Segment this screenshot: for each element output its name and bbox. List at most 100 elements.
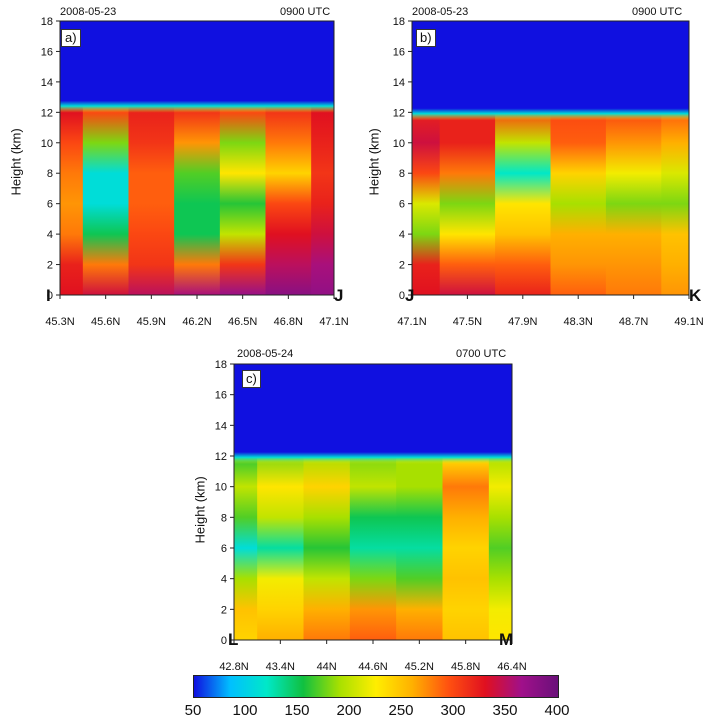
profile-column-c-3: [349, 456, 398, 640]
profile-column-b-3: [550, 112, 607, 295]
profile-column-a-3: [174, 104, 221, 295]
xtick-label-a: 45.9N: [137, 316, 166, 328]
profile-column-b-0: [412, 112, 441, 295]
panel-b: 0 2 4 6 8 10 12 14 16 18 47.1N 47.5N 47.9N 48.3N 48.7N…: [352, 0, 706, 330]
ytick-label-c: 2: [221, 604, 227, 616]
heatmap-plot-a: 0 2 4 6 8 10 12 14 16 18 45.3N 45.6N 45.9N 46.2N 46.5N…: [41, 16, 349, 328]
colorbar-tick-label: 400: [544, 702, 570, 719]
panel-a-ylabel: Height (km): [8, 128, 24, 196]
ytick-label-a: 0: [47, 290, 53, 302]
xtick-label-b: 49.1N: [674, 316, 703, 328]
profile-column-c-2: [303, 456, 351, 640]
xtick-label-a: 46.2N: [182, 316, 211, 328]
panel-a: 0 2 4 6 8 10 12 14 16 18 45.3N 45.6N 45.9N 46.2N 46.5N…: [0, 0, 350, 330]
ytick-label-c: 14: [215, 420, 227, 432]
panel-c-ylabel: Height (km): [192, 476, 208, 544]
ytick-label-b: 14: [393, 77, 405, 89]
xtick-label-a: 46.8N: [274, 316, 303, 328]
ytick-label-c: 10: [215, 482, 227, 494]
profile-column-c-0: [234, 456, 259, 640]
ytick-label-c: 8: [221, 512, 227, 524]
colorbar-tick-label: 200: [336, 702, 362, 719]
ytick-label-a: 2: [47, 260, 53, 272]
ytick-label-a: 8: [47, 168, 53, 180]
ytick-label-a: 6: [47, 199, 53, 211]
colorbar-tick-label: 150: [284, 702, 310, 719]
panel-b-start-label: J: [405, 286, 415, 305]
xtick-label-a: 45.3N: [45, 316, 74, 328]
xtick-label-c: 43.4N: [266, 661, 295, 673]
profile-column-c-5: [442, 456, 490, 640]
ytick-label-c: 6: [221, 543, 227, 555]
ytick-label-b: 16: [393, 46, 405, 58]
xtick-label-a: 47.1N: [319, 316, 348, 328]
ytick-label-b: 10: [393, 138, 405, 150]
colorbar-tick-label: 50: [184, 702, 202, 719]
panel-c-end-label: M: [499, 630, 514, 649]
panel-a-end-label: J: [334, 286, 344, 305]
panel-b-time: 0900 UTC: [632, 6, 683, 18]
xtick-label-c: 44.6N: [358, 661, 387, 673]
ytick-label-b: 4: [399, 229, 405, 241]
ytick-label-c: 16: [215, 390, 227, 402]
colorbar-tick-label: 100: [232, 702, 258, 719]
panel-c-start-label: L: [228, 630, 239, 649]
tropopause-band-c: [234, 452, 512, 464]
heatmap-plot-c: 0 2 4 6 8 10 12 14 16 18 42.8N 43.4N 44N 44.6N 45.2N 45…: [215, 359, 527, 673]
xtick-label-b: 48.3N: [564, 316, 593, 328]
ytick-label-a: 10: [41, 138, 53, 150]
xtick-label-c: 46.4N: [497, 661, 526, 673]
ytick-label-b: 0: [399, 290, 405, 302]
xtick-label-b: 48.7N: [619, 316, 648, 328]
panel-c-date: 2008-05-24: [237, 348, 294, 360]
ytick-label-a: 4: [47, 229, 53, 241]
colorbar-tick-label: 300: [440, 702, 466, 719]
xtick-label-b: 47.9N: [508, 316, 537, 328]
ytick-label-c: 12: [215, 451, 227, 463]
colorbar: [193, 675, 559, 698]
profile-column-c-1: [257, 456, 305, 640]
ytick-label-a: 18: [41, 16, 53, 28]
ytick-label-b: 8: [399, 168, 405, 180]
xtick-label-a: 46.5N: [228, 316, 257, 328]
tropopause-band-a: [60, 100, 334, 113]
ytick-label-a: 14: [41, 77, 53, 89]
panel-b-date: 2008-05-23: [412, 6, 469, 18]
profile-column-a-6: [311, 104, 334, 295]
panel-a-time: 0900 UTC: [280, 6, 331, 18]
ytick-label-a: 12: [41, 107, 53, 119]
panel-b-end-label: K: [689, 286, 702, 305]
tropopause-band-b: [412, 108, 689, 121]
panel-c-time: 0700 UTC: [456, 348, 507, 360]
ytick-label-b: 18: [393, 16, 405, 28]
panel-c: 0 2 4 6 8 10 12 14 16 18 42.8N 43.4N 44N 44.6N 45.2N 45…: [182, 342, 528, 673]
xtick-label-b: 47.1N: [397, 316, 426, 328]
panel-c-tag: c): [242, 370, 261, 388]
panel-a-start-label: I: [46, 286, 51, 305]
ytick-label-c: 18: [215, 359, 227, 371]
profile-column-b-4: [605, 112, 663, 295]
profile-column-a-0: [60, 104, 84, 295]
profile-column-b-2: [495, 112, 552, 295]
plot-frame-b: [411, 20, 690, 296]
profile-column-a-2: [128, 104, 176, 295]
xtick-label-c: 42.8N: [219, 661, 248, 673]
profile-column-b-1: [439, 112, 497, 295]
profile-column-c-6: [488, 456, 512, 640]
ytick-label-b: 2: [399, 260, 405, 272]
xtick-label-c: 44N: [317, 661, 337, 673]
panel-b-ylabel: Height (km): [366, 128, 382, 196]
profile-column-b-5: [661, 112, 689, 295]
profile-column-a-4: [219, 104, 267, 295]
ytick-label-a: 16: [41, 46, 53, 58]
profile-column-a-5: [265, 104, 313, 295]
colorbar-tick-label: 350: [492, 702, 518, 719]
panel-b-tag: b): [416, 29, 436, 47]
ytick-label-c: 0: [221, 635, 227, 647]
colorbar-tick-label: 250: [388, 702, 414, 719]
heatmap-plot-b: 0 2 4 6 8 10 12 14 16 18 47.1N 47.5N 47.9N 48.3N 48.7N…: [393, 16, 704, 328]
xtick-label-c: 45.2N: [405, 661, 434, 673]
xtick-label-c: 45.8N: [451, 661, 480, 673]
profile-column-a-1: [82, 104, 130, 295]
profile-column-c-4: [396, 456, 444, 640]
